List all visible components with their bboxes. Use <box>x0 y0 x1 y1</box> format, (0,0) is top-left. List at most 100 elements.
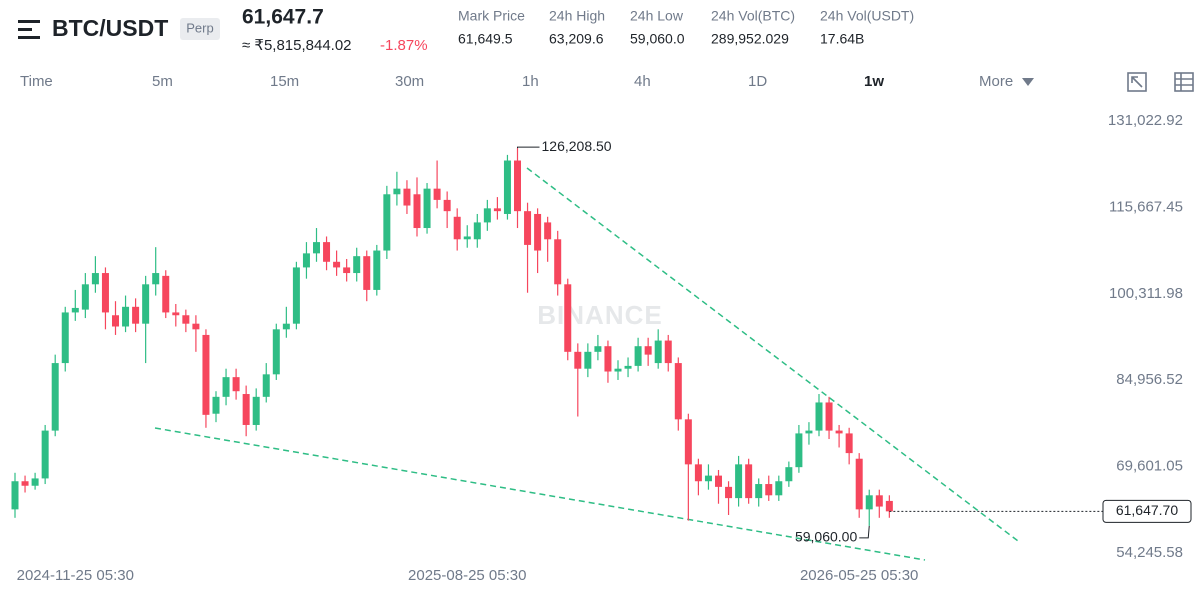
high-marker <box>517 146 540 149</box>
interval-tab[interactable]: 1w <box>864 73 884 90</box>
stat-label: 24h Vol(BTC) <box>711 8 795 24</box>
candle-body <box>534 213 542 251</box>
candle-body <box>574 351 582 369</box>
candle-body <box>252 396 260 425</box>
candle-body <box>835 430 843 434</box>
more-arrow <box>1022 78 1034 86</box>
candle-body <box>212 396 220 414</box>
interval-tab[interactable]: More <box>979 73 1013 90</box>
candle-body <box>855 458 863 510</box>
candle-body <box>554 239 562 285</box>
candle-body <box>262 374 270 397</box>
menu-icon[interactable] <box>18 20 40 39</box>
candle-body <box>122 306 130 327</box>
icon-path <box>1131 76 1143 88</box>
candle-body <box>393 188 401 195</box>
low-label: 59,060.00 <box>795 529 857 545</box>
candle-body <box>132 306 140 324</box>
candle-body <box>684 419 692 465</box>
candle-body <box>463 236 471 240</box>
candle-body <box>544 222 552 240</box>
candle-body <box>674 363 682 420</box>
interval-tab[interactable]: 15m <box>270 73 299 90</box>
icon-frame <box>1174 72 1194 92</box>
candle-body <box>222 377 230 397</box>
candle-body <box>343 267 351 274</box>
candle-body <box>815 402 823 431</box>
menu-bar <box>18 28 32 31</box>
stat-value: 63,209.6 <box>549 31 604 47</box>
candle-body <box>383 194 391 251</box>
high-label: 126,208.50 <box>542 138 612 154</box>
candle-body <box>71 307 79 313</box>
candle-body <box>11 481 19 510</box>
symbol[interactable]: BTC/USDT <box>52 15 168 41</box>
candle-body <box>31 478 39 486</box>
candle-body <box>825 402 833 431</box>
candle-body <box>694 464 702 482</box>
candle-body <box>202 334 210 415</box>
candle-body <box>41 430 49 479</box>
stat-label: 24h Vol(USDT) <box>820 8 914 24</box>
x-tick-label: 2025-08-25 05:30 <box>408 567 526 584</box>
candle-body <box>453 216 461 240</box>
candle-body <box>162 275 170 313</box>
candle-body <box>765 484 773 496</box>
candle-body <box>745 464 753 499</box>
interval-tab[interactable]: 1D <box>748 73 767 90</box>
trend-line <box>526 167 1019 542</box>
interval-tab[interactable]: Time <box>20 73 53 90</box>
candle-body <box>735 464 743 499</box>
interval-tab[interactable]: 4h <box>634 73 651 90</box>
contract: Perp <box>186 20 213 35</box>
y-tick-label: 69,601.05 <box>1116 458 1183 475</box>
candle-body <box>81 284 89 310</box>
candle-body <box>725 486 733 499</box>
stat-label: Mark Price <box>458 8 525 24</box>
inr-price: ≈ ₹5,815,844.02 <box>242 37 352 54</box>
candle-body <box>845 433 853 454</box>
last-price-box <box>1102 499 1192 523</box>
tool-icon[interactable] <box>1127 72 1194 92</box>
candle-body <box>152 273 160 285</box>
icon-path <box>1175 73 1193 91</box>
candle-body <box>795 433 803 468</box>
candle-body <box>142 284 150 324</box>
interval-tab[interactable]: 1h <box>522 73 539 90</box>
change: -1.87% <box>380 37 428 54</box>
candle-body <box>594 346 602 352</box>
watermark: BINANCE <box>537 300 662 330</box>
candle-body <box>503 160 511 214</box>
icon-frame <box>1127 72 1147 92</box>
candle-body <box>514 160 521 212</box>
y-tick-label: 115,667.45 <box>1109 198 1183 215</box>
interval-tab[interactable]: 30m <box>395 73 424 90</box>
interval-tabs: Time 5m 15m 30m 1h 4h 1D 1w More <box>20 73 1013 90</box>
candle-body <box>604 346 612 372</box>
candle-body <box>443 199 451 212</box>
plot: 54,245.58 69,601.05 84,956.52 100,311.98 115… <box>11 112 1192 584</box>
candle-body <box>282 323 290 330</box>
candle-body <box>403 188 411 206</box>
candle-body <box>875 495 883 507</box>
candle-body <box>101 273 109 313</box>
menu-bar <box>18 20 40 23</box>
candle-body <box>272 329 280 375</box>
stat-value: 59,060.0 <box>630 31 685 47</box>
candle-body <box>654 340 662 364</box>
candle-body <box>785 467 793 482</box>
candle-body <box>775 481 783 496</box>
candle-body <box>423 188 431 229</box>
candle-body <box>805 430 813 434</box>
stat-value: 289,952.029 <box>711 31 789 47</box>
candle-body <box>473 222 481 240</box>
candle-body <box>232 377 240 392</box>
y-tick-label: 84,956.52 <box>1116 371 1183 388</box>
stat-value: 61,649.5 <box>458 31 513 47</box>
candle-body <box>433 188 441 200</box>
x-tick-label: 2024-11-25 05:30 <box>17 567 134 584</box>
candle-body <box>755 484 763 499</box>
candle-body <box>634 346 642 366</box>
interval-tab[interactable]: 5m <box>152 73 173 90</box>
